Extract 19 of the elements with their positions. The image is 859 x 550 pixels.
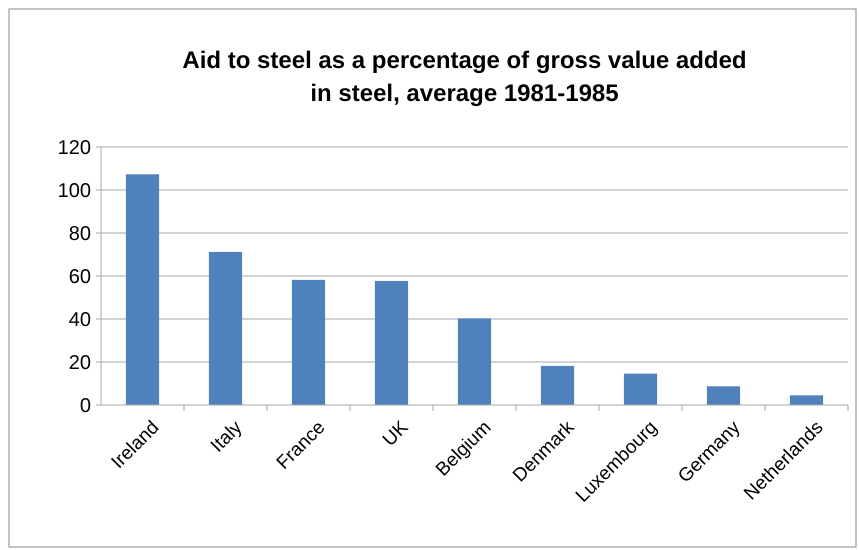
- y-tick-label: 60: [68, 266, 91, 288]
- y-tick-label: 40: [68, 309, 91, 331]
- bar: [706, 386, 740, 405]
- y-tick-label: 0: [80, 395, 91, 417]
- bar: [126, 174, 160, 405]
- bar: [374, 280, 408, 405]
- chart-title: Aid to steel as a percentage of gross value added in steel, average 1981-1985: [182, 47, 747, 107]
- bar: [790, 395, 824, 405]
- y-tick-label: 100: [58, 180, 91, 202]
- bar: [208, 252, 242, 405]
- y-tick-label: 120: [58, 137, 91, 159]
- bar: [458, 318, 492, 405]
- y-tick-label: 80: [68, 223, 91, 245]
- bar: [540, 366, 574, 405]
- bar: [292, 280, 326, 405]
- x-tick-label: UK: [378, 416, 413, 451]
- x-tick-label: Italy: [206, 416, 247, 457]
- bar: [624, 374, 658, 405]
- y-tick-label: 20: [68, 352, 91, 374]
